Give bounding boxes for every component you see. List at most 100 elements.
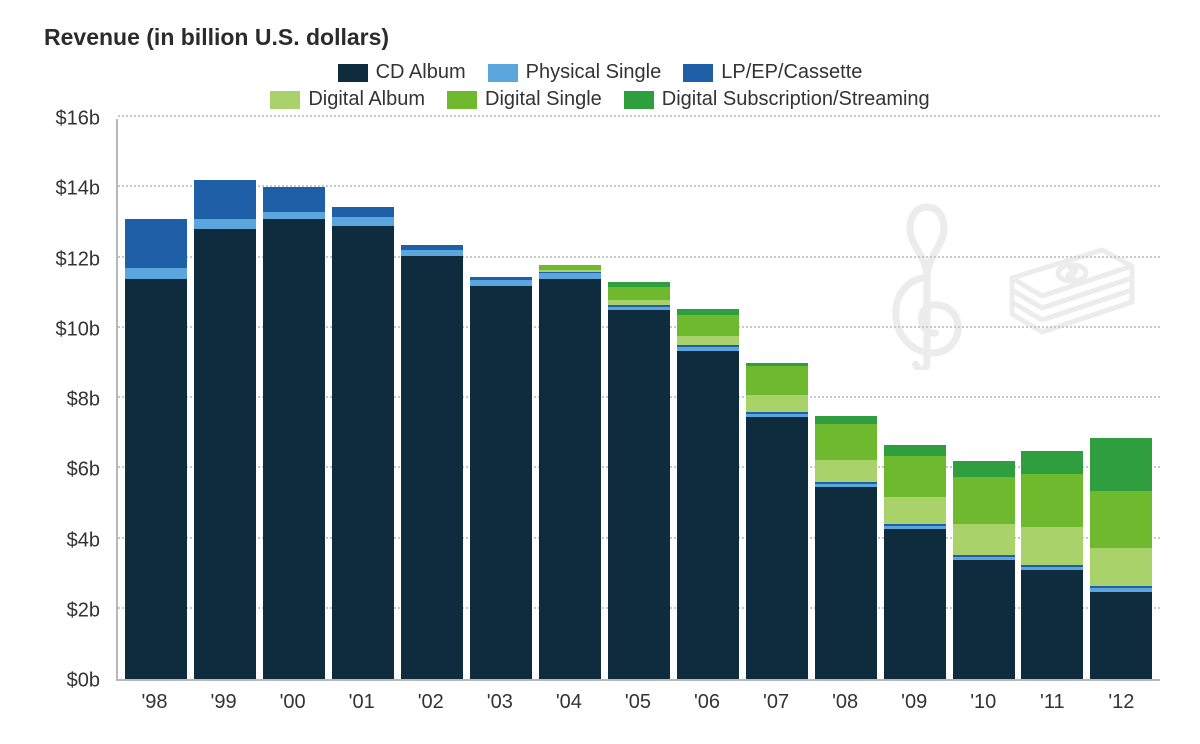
- bar-segment-cd-album: [263, 219, 325, 679]
- legend-label: Digital Album: [308, 88, 425, 111]
- bar-segment-lp-ep-cassette: [194, 180, 256, 219]
- bar-12: [1090, 438, 1152, 679]
- y-tick-label: $4b: [67, 529, 100, 552]
- x-tick-label: '00: [262, 685, 324, 719]
- bar-segment-cd-album: [1021, 570, 1083, 679]
- x-tick-label: '12: [1090, 685, 1152, 719]
- y-axis: $0b$2b$4b$6b$8b$10b$12b$14b$16b: [28, 119, 108, 719]
- bar-segment-cd-album: [746, 417, 808, 679]
- x-tick-label: '01: [331, 685, 393, 719]
- bar-98: [125, 219, 187, 679]
- bar-segment-cd-album: [953, 560, 1015, 679]
- x-tick-label: '06: [676, 685, 738, 719]
- legend-item-lp-ep-cassette: LP/EP/Cassette: [683, 61, 862, 84]
- legend-swatch: [270, 91, 300, 109]
- legend-item-digital-single: Digital Single: [447, 88, 602, 111]
- x-tick-label: '98: [124, 685, 186, 719]
- bar-segment-lp-ep-cassette: [332, 207, 394, 218]
- x-axis: '98'99'00'01'02'03'04'05'06'07'08'09'10'…: [116, 685, 1160, 719]
- bar-segment-digital-album: [746, 395, 808, 413]
- y-tick-label: $6b: [67, 459, 100, 482]
- bar-03: [470, 277, 532, 679]
- legend-item-physical-single: Physical Single: [488, 61, 662, 84]
- bar-segment-digital-single: [746, 366, 808, 394]
- x-tick-label: '11: [1021, 685, 1083, 719]
- bar-10: [953, 461, 1015, 679]
- legend-swatch: [338, 64, 368, 82]
- legend-swatch: [447, 91, 477, 109]
- legend: CD Album Physical Single LP/EP/Cassette Dig…: [28, 61, 1172, 111]
- bar-segment-digital-single: [1021, 474, 1083, 527]
- bar-99: [194, 180, 256, 679]
- x-tick-label: '10: [952, 685, 1014, 719]
- y-tick-label: $16b: [56, 108, 101, 131]
- x-tick-label: '99: [193, 685, 255, 719]
- legend-item-digital-album: Digital Album: [270, 88, 425, 111]
- bar-07: [746, 363, 808, 679]
- bars-container: [118, 119, 1160, 679]
- bar-segment-digital-single: [1090, 491, 1152, 548]
- bar-segment-digital-album: [1090, 548, 1152, 586]
- bar-segment-cd-album: [194, 229, 256, 679]
- bar-segment-physical-single: [332, 217, 394, 226]
- bar-06: [677, 309, 739, 679]
- chart-title: Revenue (in billion U.S. dollars): [44, 24, 1172, 51]
- bar-segment-digital-stream: [884, 445, 946, 456]
- y-tick-label: $0b: [67, 670, 100, 693]
- bar-segment-digital-stream: [815, 416, 877, 424]
- legend-swatch: [488, 64, 518, 82]
- bar-09: [884, 445, 946, 679]
- bar-segment-digital-album: [884, 497, 946, 524]
- legend-label: CD Album: [376, 61, 466, 84]
- legend-swatch: [683, 64, 713, 82]
- bar-segment-cd-album: [608, 310, 670, 679]
- legend-item-digital-stream: Digital Subscription/Streaming: [624, 88, 930, 111]
- bar-01: [332, 207, 394, 679]
- y-tick-label: $12b: [56, 248, 101, 271]
- y-tick-label: $2b: [67, 599, 100, 622]
- bar-segment-digital-album: [677, 336, 739, 346]
- bar-11: [1021, 451, 1083, 679]
- bar-segment-lp-ep-cassette: [263, 187, 325, 212]
- bar-segment-physical-single: [194, 219, 256, 230]
- bar-segment-digital-stream: [1021, 451, 1083, 474]
- y-tick-label: $8b: [67, 389, 100, 412]
- legend-row: CD Album Physical Single LP/EP/Cassette: [338, 61, 863, 84]
- bar-segment-digital-single: [608, 287, 670, 300]
- bar-segment-digital-album: [815, 460, 877, 482]
- bar-segment-digital-album: [1021, 527, 1083, 565]
- legend-label: LP/EP/Cassette: [721, 61, 862, 84]
- bar-segment-digital-album: [953, 524, 1015, 555]
- bar-segment-lp-ep-cassette: [125, 219, 187, 268]
- bar-segment-physical-single: [263, 212, 325, 219]
- legend-label: Physical Single: [526, 61, 662, 84]
- bar-segment-cd-album: [677, 351, 739, 679]
- bar-segment-cd-album: [539, 279, 601, 679]
- legend-label: Digital Single: [485, 88, 602, 111]
- bar-segment-digital-single: [884, 456, 946, 497]
- bar-00: [263, 187, 325, 679]
- bar-segment-physical-single: [125, 268, 187, 279]
- bar-08: [815, 416, 877, 679]
- x-tick-label: '03: [469, 685, 531, 719]
- grid-line: [118, 115, 1160, 117]
- legend-item-cd-album: CD Album: [338, 61, 466, 84]
- bar-02: [401, 245, 463, 679]
- x-tick-label: '07: [745, 685, 807, 719]
- legend-row: Digital Album Digital Single Digital Subsc…: [270, 88, 929, 111]
- legend-label: Digital Subscription/Streaming: [662, 88, 930, 111]
- legend-swatch: [624, 91, 654, 109]
- bar-segment-cd-album: [332, 226, 394, 679]
- bar-segment-cd-album: [1090, 592, 1152, 679]
- bar-segment-digital-single: [953, 477, 1015, 524]
- bar-segment-cd-album: [815, 487, 877, 679]
- bar-segment-digital-stream: [1090, 438, 1152, 491]
- x-tick-label: '04: [538, 685, 600, 719]
- y-tick-label: $10b: [56, 318, 101, 341]
- plot-area: [116, 119, 1160, 681]
- bar-segment-cd-album: [470, 286, 532, 679]
- chart-area: $0b$2b$4b$6b$8b$10b$12b$14b$16b: [28, 119, 1172, 719]
- bar-segment-cd-album: [884, 529, 946, 679]
- x-tick-label: '08: [814, 685, 876, 719]
- y-tick-label: $14b: [56, 178, 101, 201]
